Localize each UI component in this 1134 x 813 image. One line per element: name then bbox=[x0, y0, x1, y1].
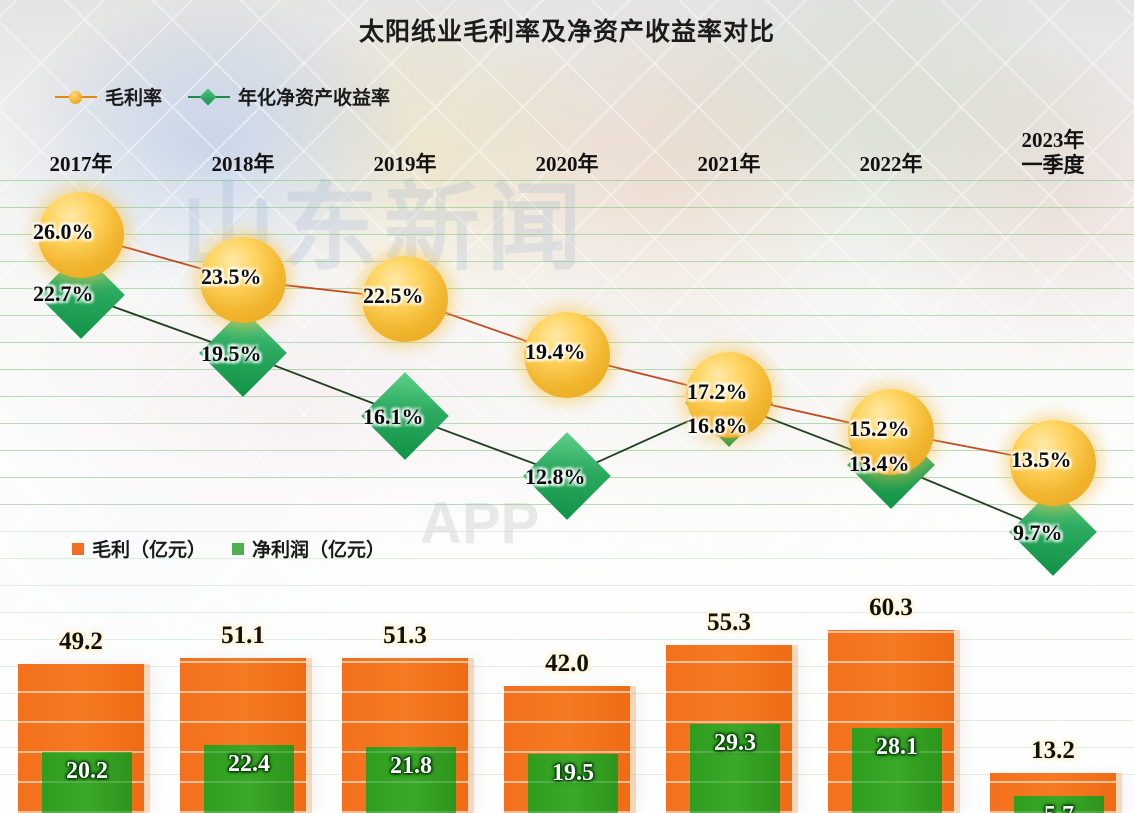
square-marker-green-icon bbox=[232, 542, 245, 555]
bar-label-gross-profit: 55.3 bbox=[707, 609, 751, 637]
gross-margin-point-label: 23.5% bbox=[201, 264, 262, 290]
bar-net-profit bbox=[852, 727, 942, 813]
x-axis-label: 2020年 bbox=[486, 152, 648, 177]
roe-point-label: 22.7% bbox=[33, 281, 94, 307]
legend-label-roe: 年化净资产收益率 bbox=[238, 88, 391, 109]
x-axis-label-line1: 2021年 bbox=[697, 152, 761, 176]
roe-point-label: 16.8% bbox=[687, 412, 748, 438]
gross-margin-point-label: 19.4% bbox=[525, 339, 586, 365]
legend-label-gross-margin: 毛利率 bbox=[105, 88, 163, 109]
bar-net-profit bbox=[204, 745, 294, 813]
circle-marker-icon bbox=[55, 90, 97, 104]
legend-label-gross-profit: 毛利（亿元） bbox=[92, 540, 207, 561]
bar-label-gross-profit: 51.3 bbox=[383, 621, 427, 649]
bar-label-gross-profit: 13.2 bbox=[1031, 737, 1075, 764]
bar-label-net-profit: 28.1 bbox=[876, 733, 918, 760]
watermark-secondary: APP bbox=[420, 491, 540, 556]
bar-label-gross-profit: 51.1 bbox=[221, 622, 265, 650]
x-axis-label-line1: 2018年 bbox=[211, 152, 275, 176]
x-axis-label: 2021年 bbox=[648, 152, 810, 177]
legend-item-gross-margin[interactable]: 毛利率 bbox=[55, 83, 162, 110]
bar-label-net-profit: 21.8 bbox=[390, 752, 432, 779]
gross-margin-marker bbox=[362, 255, 448, 342]
roe-point-label: 9.7% bbox=[1013, 520, 1063, 546]
bar-label-net-profit: 22.4 bbox=[228, 751, 270, 778]
bar-label-net-profit: 29.3 bbox=[714, 730, 756, 757]
x-axis-label-line2: 一季度 bbox=[1021, 153, 1085, 177]
bar-net-profit bbox=[366, 746, 456, 813]
gross-margin-point-label: 26.0% bbox=[33, 218, 94, 244]
bar-label-net-profit: 20.2 bbox=[66, 757, 108, 784]
gross-margin-marker bbox=[38, 191, 124, 278]
bar-net-profit bbox=[42, 751, 132, 813]
gross-margin-point-label: 22.5% bbox=[363, 282, 424, 308]
roe-point-label: 16.1% bbox=[363, 403, 424, 429]
bar-label-net-profit: 5.7 bbox=[978, 802, 1134, 813]
gross-margin-point-label: 15.2% bbox=[849, 416, 910, 441]
x-axis-label-line1: 2017年 bbox=[49, 152, 113, 176]
gross-margin-marker bbox=[848, 389, 934, 475]
x-axis-category-labels: 2017年 2018年 2019年 2020年 2021年 2022年 2023年 一季度 bbox=[0, 128, 1134, 178]
legend-item-roe[interactable]: 年化净资产收益率 bbox=[188, 83, 390, 110]
x-axis-label-line1: 2019年 bbox=[373, 152, 437, 176]
roe-point-label: 13.4% bbox=[849, 450, 910, 476]
legend-item-gross-profit[interactable]: 毛利（亿元） bbox=[72, 535, 206, 562]
bar-label-gross-profit: 60.3 bbox=[869, 594, 913, 622]
x-axis-label-line1: 2022年 bbox=[859, 152, 923, 176]
bar-label-gross-profit: 49.2 bbox=[59, 627, 103, 655]
gross-margin-marker bbox=[1010, 420, 1096, 507]
chart-title: 太阳纸业毛利率及净资产收益率对比 bbox=[358, 19, 775, 46]
bar-label-gross-profit: 42.0 bbox=[545, 649, 589, 677]
x-axis-label: 2023年 一季度 bbox=[972, 128, 1134, 178]
roe-point-label: 12.8% bbox=[525, 463, 586, 489]
gross-margin-point-label: 17.2% bbox=[687, 379, 748, 405]
gross-margin-marker bbox=[524, 312, 610, 399]
bar-net-profit bbox=[1014, 795, 1104, 813]
bar-net-profit bbox=[690, 724, 780, 813]
x-axis-label: 2018年 bbox=[162, 152, 324, 177]
x-axis-label-line1: 2023年 bbox=[1021, 128, 1085, 152]
x-axis-label: 2017年 bbox=[0, 152, 162, 177]
x-axis-label-line1: 2020年 bbox=[535, 152, 599, 176]
square-marker-orange-icon bbox=[72, 542, 84, 555]
diamond-marker-icon bbox=[188, 88, 231, 105]
x-axis-label: 2019年 bbox=[324, 152, 486, 177]
legend-amount-series: 毛利（亿元） 净利润（亿元） bbox=[72, 535, 385, 562]
gross-margin-point-label: 13.5% bbox=[1011, 447, 1072, 473]
legend-label-net-profit: 净利润（亿元） bbox=[252, 540, 386, 561]
legend-percent-series: 毛利率 年化净资产收益率 bbox=[55, 83, 390, 110]
roe-point-label: 19.5% bbox=[201, 341, 262, 367]
gross-margin-marker bbox=[686, 352, 772, 439]
bar-net-profit bbox=[528, 753, 618, 813]
bar-label-net-profit: 19.5 bbox=[552, 759, 594, 786]
legend-item-net-profit[interactable]: 净利润（亿元） bbox=[232, 535, 385, 562]
gross-margin-marker bbox=[200, 237, 286, 324]
x-axis-label: 2022年 bbox=[810, 152, 972, 177]
